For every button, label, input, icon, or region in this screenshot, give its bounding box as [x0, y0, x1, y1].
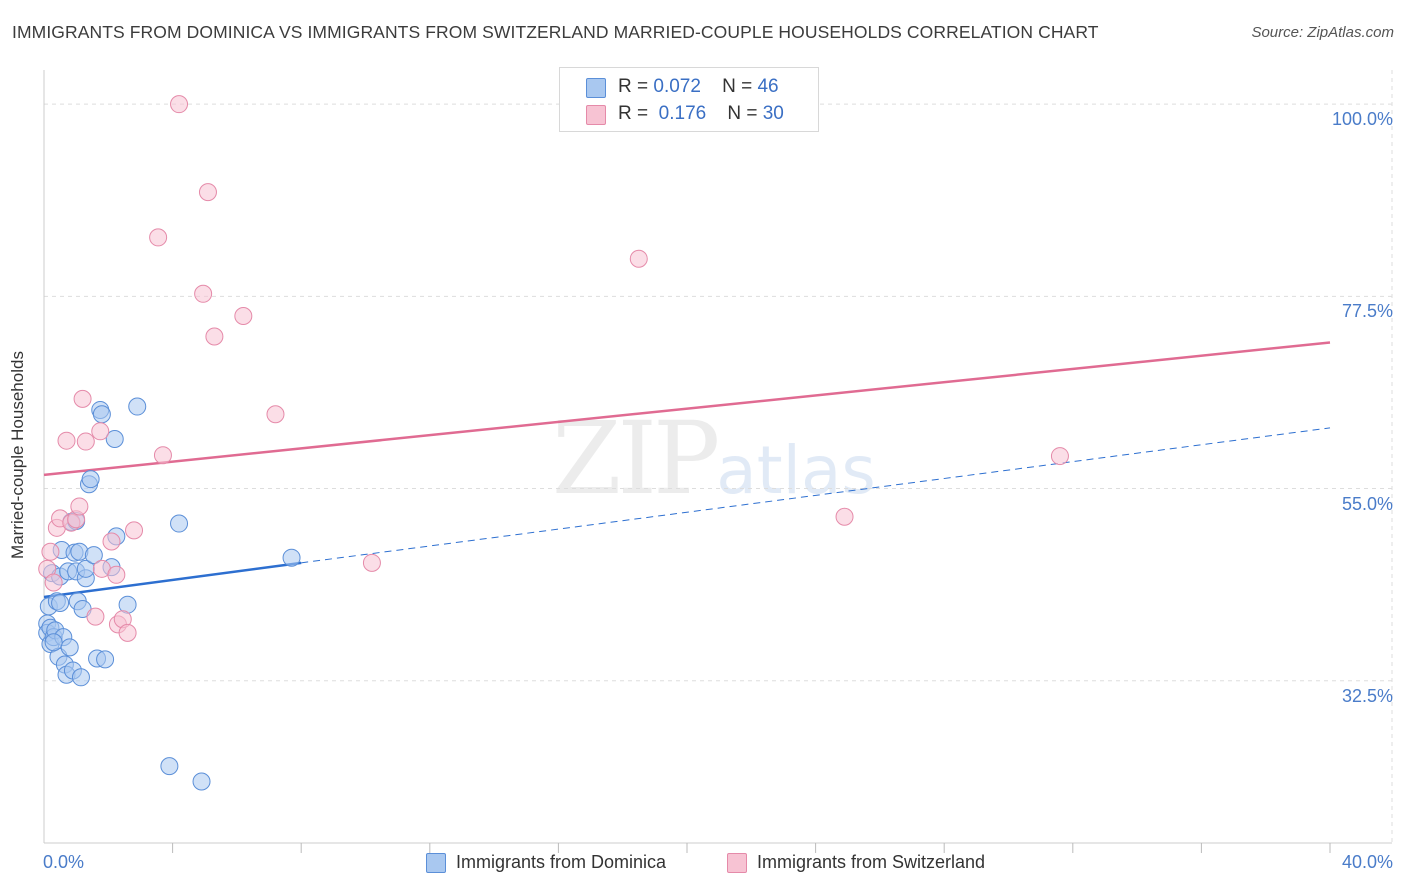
legend-swatch-pink — [586, 105, 606, 125]
legend-n-label: N = — [722, 76, 753, 97]
x-tick-max: 40.0% — [1341, 852, 1393, 872]
point-switzerland — [118, 623, 137, 642]
legend-swatch-blue — [586, 78, 606, 98]
point-switzerland — [149, 228, 168, 247]
trend-line-switzerland — [43, 341, 1331, 477]
point-dominica — [192, 772, 211, 791]
legend-r-value: 0.072 — [653, 76, 701, 97]
bottom-legend-label: Immigrants from Switzerland — [757, 852, 986, 872]
point-dominica — [84, 546, 103, 565]
bottom-legend-swatch-blue — [426, 853, 446, 873]
point-switzerland — [70, 497, 89, 516]
point-switzerland — [198, 183, 217, 202]
point-dominica — [160, 757, 179, 776]
point-switzerland — [57, 431, 76, 450]
y-tick-label: 32.5% — [1341, 685, 1393, 706]
point-switzerland — [205, 327, 224, 346]
legend-r-label: R = — [618, 76, 649, 97]
y-axis-label: Married-couple Households — [8, 351, 27, 559]
legend-r-value: 0.176 — [658, 103, 707, 124]
legend: R = 0.072 N = 46 R = 0.176 N = 30 — [559, 67, 819, 132]
point-switzerland — [266, 405, 285, 424]
point-switzerland — [170, 95, 189, 114]
point-dominica — [105, 429, 124, 448]
y-tick-label: 100.0% — [1331, 109, 1393, 130]
point-switzerland — [102, 532, 121, 551]
point-dominica — [282, 548, 301, 567]
point-dominica — [170, 514, 189, 533]
x-tick-min: 0.0% — [43, 852, 85, 872]
point-dominica — [60, 638, 79, 657]
trend-line-dominica — [43, 561, 302, 599]
point-dominica — [81, 470, 100, 489]
point-switzerland — [629, 249, 648, 268]
point-dominica — [92, 405, 111, 424]
y-tick-label: 77.5% — [1341, 301, 1393, 322]
point-dominica — [128, 397, 147, 416]
trend-line-dominica-extension — [301, 427, 1331, 564]
point-switzerland — [153, 446, 172, 465]
point-switzerland — [44, 573, 63, 592]
point-switzerland — [362, 553, 381, 572]
source-label: Source: ZipAtlas.com — [1251, 24, 1394, 41]
legend-n-value: 46 — [757, 76, 779, 97]
point-switzerland — [41, 542, 60, 561]
point-switzerland — [107, 565, 126, 584]
legend-n-label: N = — [727, 103, 758, 124]
point-switzerland — [194, 284, 213, 303]
point-switzerland — [234, 306, 253, 325]
point-dominica — [71, 668, 90, 687]
data-points — [38, 95, 1069, 791]
bottom-legend-label: Immigrants from Dominica — [456, 852, 667, 872]
chart-title: IMMIGRANTS FROM DOMINICA VS IMMIGRANTS F… — [12, 22, 1099, 42]
point-dominica — [44, 633, 63, 652]
y-tick-label: 55.0% — [1341, 493, 1393, 514]
point-switzerland — [125, 521, 144, 540]
bottom-legend-swatch-pink — [727, 853, 747, 873]
point-dominica — [51, 593, 70, 612]
axes — [43, 70, 1392, 853]
legend-r-label: R = — [618, 103, 649, 124]
point-switzerland — [835, 507, 854, 526]
point-switzerland — [91, 422, 110, 441]
watermark-atlas: atlas — [716, 432, 876, 509]
point-switzerland — [1050, 447, 1069, 466]
point-switzerland — [76, 432, 95, 451]
point-switzerland — [86, 607, 105, 626]
watermark: ZIPatlas — [552, 400, 876, 517]
point-dominica — [96, 650, 115, 669]
trend-lines — [43, 341, 1331, 599]
point-switzerland — [73, 389, 92, 408]
grid-lines — [44, 70, 1393, 843]
legend-n-value: 30 — [762, 103, 784, 124]
